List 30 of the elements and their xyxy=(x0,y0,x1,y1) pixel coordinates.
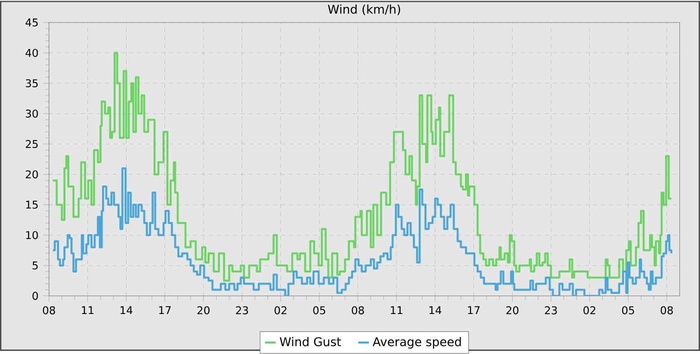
y-tick-label: 5 xyxy=(32,262,38,270)
x-tick-label: 08 xyxy=(660,306,673,314)
x-tick-label: 14 xyxy=(120,306,132,314)
legend-label: Wind Gust xyxy=(280,337,341,346)
y-tick-label: 0 xyxy=(32,292,38,300)
x-tick-label: 02 xyxy=(583,306,596,314)
x-tick-label: 23 xyxy=(544,306,557,314)
y-tick-label: 45 xyxy=(26,18,38,27)
x-tick-label: 20 xyxy=(197,306,210,314)
y-tick-label: 15 xyxy=(26,200,38,209)
y-tick-label: 10 xyxy=(26,231,38,240)
x-tick-label: 23 xyxy=(236,306,248,314)
x-tick-label: 05 xyxy=(313,306,326,314)
x-tick-label: 05 xyxy=(622,306,634,314)
y-tick-label: 40 xyxy=(26,48,38,58)
x-tick-label: 11 xyxy=(390,306,402,314)
x-tick-label: 11 xyxy=(82,306,94,314)
x-tick-label: 08 xyxy=(42,306,56,314)
x-tick-label: 14 xyxy=(430,306,442,314)
y-tick-label: 25 xyxy=(26,140,38,148)
x-tick-label: 20 xyxy=(506,306,518,314)
y-tick-label: 20 xyxy=(26,170,38,179)
x-tick-label: 02 xyxy=(274,306,286,314)
x-tick-label: 08 xyxy=(352,306,364,314)
y-tick-label: 35 xyxy=(26,79,38,88)
x-tick-label: 17 xyxy=(159,306,171,314)
x-tick-label: 17 xyxy=(468,306,480,314)
y-tick-label: 30 xyxy=(26,110,38,118)
chart-title: Wind (km/h) xyxy=(328,4,400,16)
legend-label: Average speed xyxy=(372,337,461,349)
